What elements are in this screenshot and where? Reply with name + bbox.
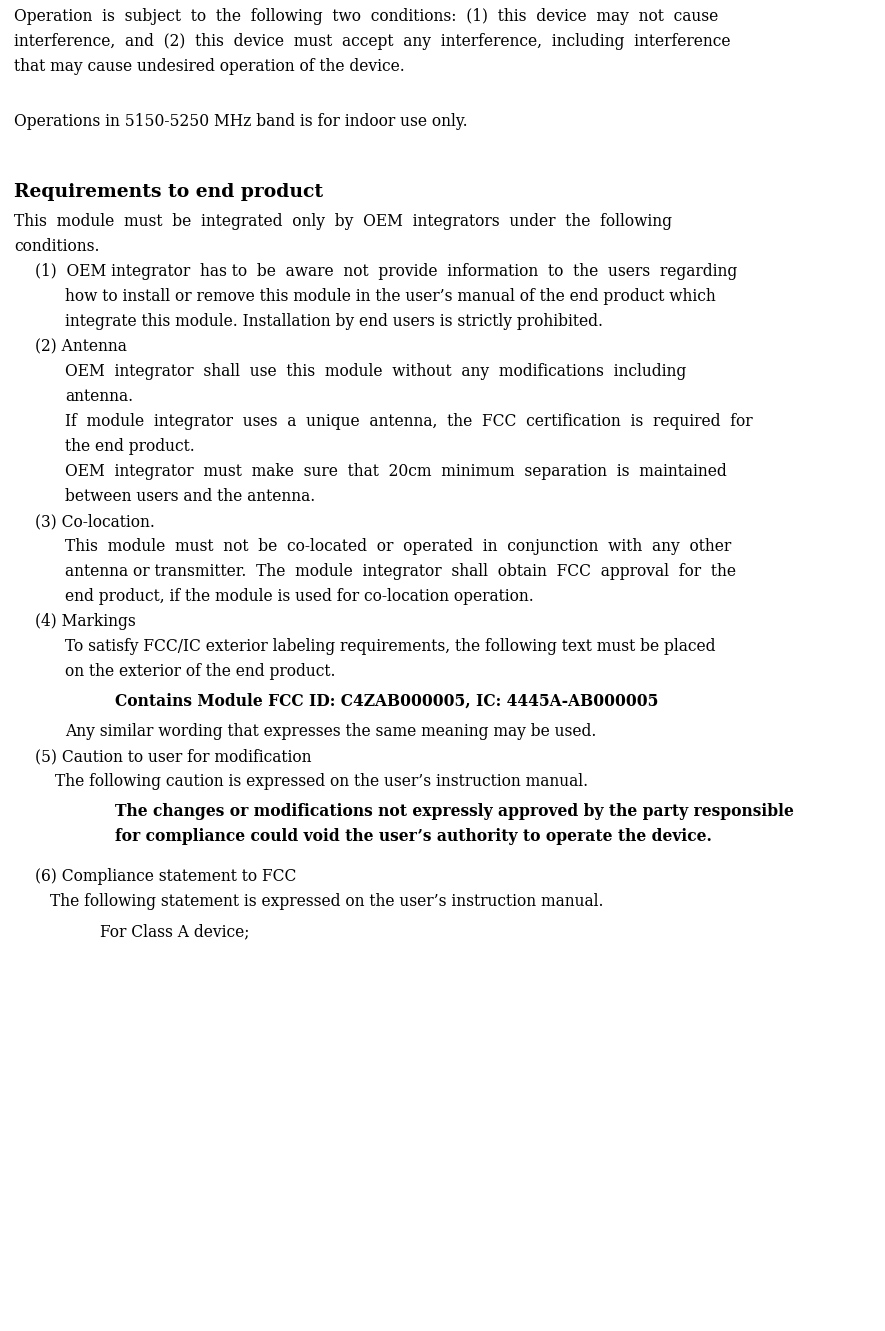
- Text: (3) Co-location.: (3) Co-location.: [35, 512, 155, 530]
- Text: that may cause undesired operation of the device.: that may cause undesired operation of th…: [14, 59, 404, 75]
- Text: (5) Caution to user for modification: (5) Caution to user for modification: [35, 748, 312, 765]
- Text: The changes or modifications not expressly approved by the party responsible: The changes or modifications not express…: [115, 803, 794, 820]
- Text: Contains Module FCC ID: C4ZAB000005, IC: 4445A-AB000005: Contains Module FCC ID: C4ZAB000005, IC:…: [115, 693, 658, 709]
- Text: conditions.: conditions.: [14, 238, 99, 256]
- Text: antenna.: antenna.: [65, 389, 133, 405]
- Text: for compliance could void the user’s authority to operate the device.: for compliance could void the user’s aut…: [115, 828, 712, 845]
- Text: Requirements to end product: Requirements to end product: [14, 182, 323, 201]
- Text: Any similar wording that expresses the same meaning may be used.: Any similar wording that expresses the s…: [65, 723, 596, 740]
- Text: how to install or remove this module in the user’s manual of the end product whi: how to install or remove this module in …: [65, 287, 716, 305]
- Text: (6) Compliance statement to FCC: (6) Compliance statement to FCC: [35, 868, 296, 885]
- Text: Operation  is  subject  to  the  following  two  conditions:  (1)  this  device : Operation is subject to the following tw…: [14, 8, 719, 25]
- Text: The following caution is expressed on the user’s instruction manual.: The following caution is expressed on th…: [55, 773, 589, 791]
- Text: between users and the antenna.: between users and the antenna.: [65, 488, 315, 504]
- Text: OEM  integrator  shall  use  this  module  without  any  modifications  includin: OEM integrator shall use this module wit…: [65, 363, 686, 379]
- Text: end product, if the module is used for co-location operation.: end product, if the module is used for c…: [65, 588, 534, 606]
- Text: (1)  OEM integrator  has to  be  aware  not  provide  information  to  the  user: (1) OEM integrator has to be aware not p…: [35, 264, 737, 280]
- Text: This  module  must  be  integrated  only  by  OEM  integrators  under  the  foll: This module must be integrated only by O…: [14, 213, 672, 230]
- Text: This  module  must  not  be  co-located  or  operated  in  conjunction  with  an: This module must not be co-located or op…: [65, 538, 731, 555]
- Text: interference,  and  (2)  this  device  must  accept  any  interference,  includi: interference, and (2) this device must a…: [14, 33, 730, 51]
- Text: Operations in 5150-5250 MHz band is for indoor use only.: Operations in 5150-5250 MHz band is for …: [14, 113, 467, 130]
- Text: To satisfy FCC/IC exterior labeling requirements, the following text must be pla: To satisfy FCC/IC exterior labeling requ…: [65, 638, 715, 655]
- Text: on the exterior of the end product.: on the exterior of the end product.: [65, 663, 335, 680]
- Text: OEM  integrator  must  make  sure  that  20cm  minimum  separation  is  maintain: OEM integrator must make sure that 20cm …: [65, 463, 727, 480]
- Text: The following statement is expressed on the user’s instruction manual.: The following statement is expressed on …: [50, 893, 604, 910]
- Text: If  module  integrator  uses  a  unique  antenna,  the  FCC  certification  is  : If module integrator uses a unique anten…: [65, 413, 752, 430]
- Text: (2) Antenna: (2) Antenna: [35, 338, 127, 355]
- Text: integrate this module. Installation by end users is strictly prohibited.: integrate this module. Installation by e…: [65, 313, 603, 330]
- Text: antenna or transmitter.  The  module  integrator  shall  obtain  FCC  approval  : antenna or transmitter. The module integ…: [65, 563, 736, 580]
- Text: the end product.: the end product.: [65, 438, 195, 455]
- Text: For Class A device;: For Class A device;: [100, 922, 250, 940]
- Text: (4) Markings: (4) Markings: [35, 614, 135, 630]
